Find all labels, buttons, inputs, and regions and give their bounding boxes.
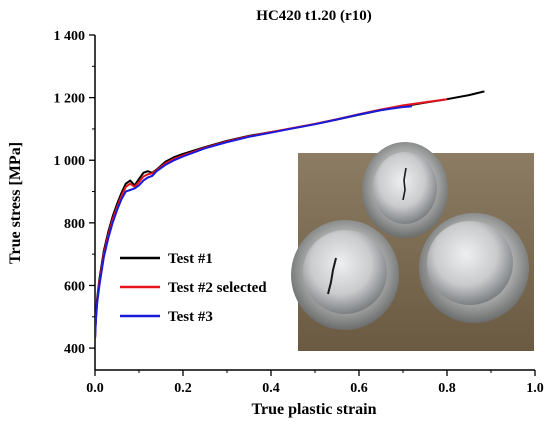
y-axis-title: True stress [MPa] <box>7 142 24 264</box>
y-tick-label: 1 000 <box>54 154 86 169</box>
legend: Test #1 Test #2 selected Test #3 <box>120 251 267 325</box>
series-line-3 <box>95 105 412 339</box>
specimen-right <box>419 213 529 323</box>
x-tick-label: 0.2 <box>174 381 192 396</box>
y-tick-label: 800 <box>64 217 85 232</box>
y-tick-label: 400 <box>64 342 85 357</box>
chart-title: HC420 t1.20 (r10) <box>256 8 371 24</box>
crack-left <box>327 257 337 295</box>
x-axis-title: True plastic strain <box>251 401 376 418</box>
axis-ticks: 0.0 0.2 0.4 0.6 0.8 1.0 400 600 800 1 000 1 200 1 4… <box>54 29 544 396</box>
y-tick-label: 1 200 <box>54 92 86 107</box>
x-tick-label: 1.0 <box>526 381 544 396</box>
specimen-left <box>291 220 399 330</box>
x-tick-label: 0.6 <box>350 381 368 396</box>
series-layer <box>95 90 485 339</box>
x-tick-label: 0.8 <box>438 381 456 396</box>
legend-label-1: Test #1 <box>168 251 213 267</box>
specimen-photo-inset <box>291 142 534 351</box>
legend-label-3: Test #3 <box>168 309 213 325</box>
x-tick-label: 0.0 <box>86 381 104 396</box>
y-tick-label: 1 400 <box>54 29 86 44</box>
y-tick-label: 600 <box>64 279 85 294</box>
legend-label-2: Test #2 selected <box>168 280 267 296</box>
specimen-top <box>362 142 448 238</box>
crack-top <box>402 167 407 201</box>
x-tick-label: 0.4 <box>262 381 280 396</box>
